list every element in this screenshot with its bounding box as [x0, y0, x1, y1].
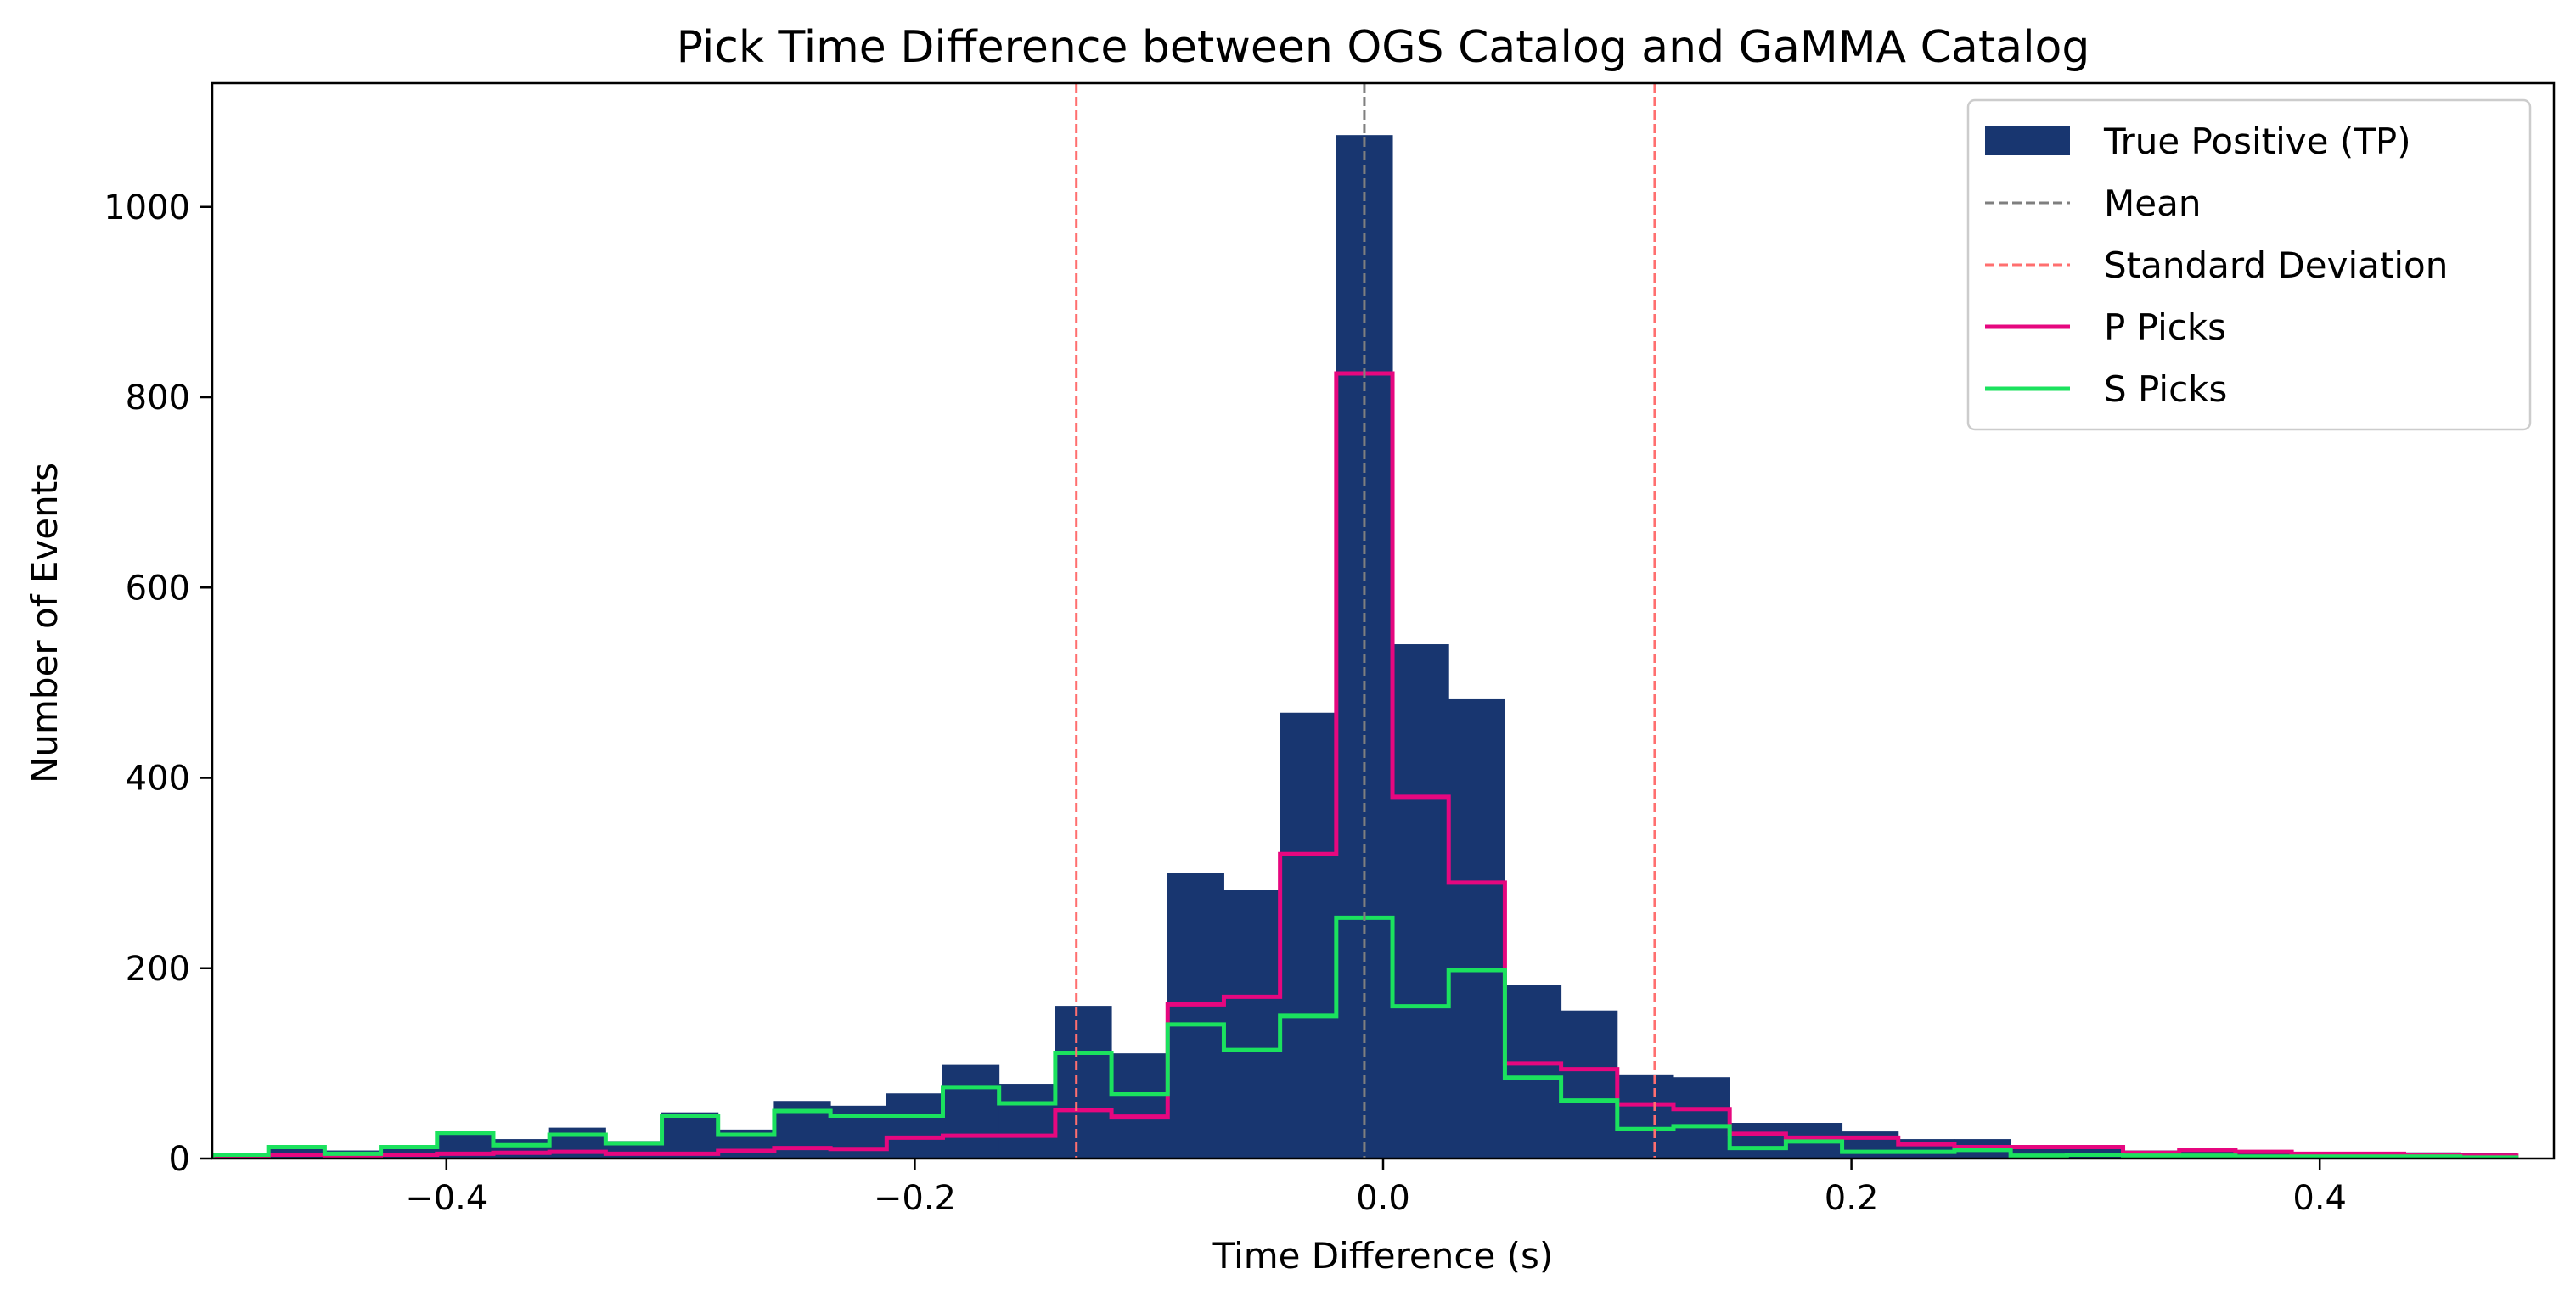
- axes: −0.4 −0.2 0.0 0.2 0.4 0 200 400 600 800 1000: [104, 81, 2556, 1218]
- histogram-bar: [1223, 890, 1281, 1159]
- histogram-bar: [1280, 712, 1337, 1159]
- y-tick-label: 600: [126, 569, 190, 608]
- series-s-picks-step-line: [212, 915, 2519, 1159]
- y-tick-label: 1000: [104, 188, 190, 227]
- x-tick-label: 0.2: [1825, 1179, 1879, 1218]
- histogram-bar: [1504, 985, 1562, 1159]
- y-tick-label: 400: [126, 760, 190, 799]
- series-p-picks-step-line: [212, 371, 2519, 1159]
- histogram-bar: [1392, 644, 1449, 1159]
- y-tick-label: 200: [126, 950, 190, 989]
- chart-title: Pick Time Difference between OGS Catalog…: [677, 22, 2090, 73]
- x-tick-label: −0.2: [874, 1179, 956, 1218]
- plot-area: [212, 83, 2519, 1159]
- y-tick-label: 0: [169, 1140, 190, 1179]
- y-axis-label: Number of Events: [24, 463, 65, 783]
- x-tick-label: 0.4: [2292, 1179, 2347, 1218]
- histogram-bar: [492, 1139, 550, 1159]
- legend-label-mean: Mean: [2104, 182, 2201, 224]
- histogram-bar: [1561, 1010, 1618, 1159]
- legend-label-true-positive-tp: True Positive (TP): [2103, 121, 2411, 162]
- x-tick-label: −0.4: [405, 1179, 487, 1218]
- histogram-bar: [1673, 1077, 1730, 1159]
- histogram-bar: [1055, 1006, 1112, 1159]
- x-axis-label: Time Difference (s): [1212, 1235, 1554, 1277]
- y-tick-label: 800: [126, 379, 190, 418]
- histogram-bar: [1111, 1053, 1168, 1159]
- histogram-bar: [942, 1064, 1000, 1159]
- histogram-bar: [1448, 698, 1505, 1159]
- legend-label-standard-deviation: Standard Deviation: [2104, 244, 2448, 286]
- legend-label-p-picks: P Picks: [2104, 306, 2226, 348]
- histogram-bar: [1617, 1074, 1674, 1159]
- plot-clip-group: [212, 83, 2519, 1159]
- x-tick-label: 0.0: [1356, 1179, 1410, 1218]
- legend-swatch-true-positive-tp: [1985, 126, 2070, 155]
- histogram-bar: [1167, 873, 1224, 1159]
- histogram-bar: [886, 1093, 943, 1159]
- legend: True Positive (TP) Mean Standard Deviation…: [1966, 98, 2532, 431]
- legend-label-s-picks: S Picks: [2104, 368, 2227, 410]
- histogram-bar: [1729, 1123, 1786, 1159]
- histogram-bar: [998, 1084, 1056, 1159]
- legend-box: [1966, 98, 2532, 431]
